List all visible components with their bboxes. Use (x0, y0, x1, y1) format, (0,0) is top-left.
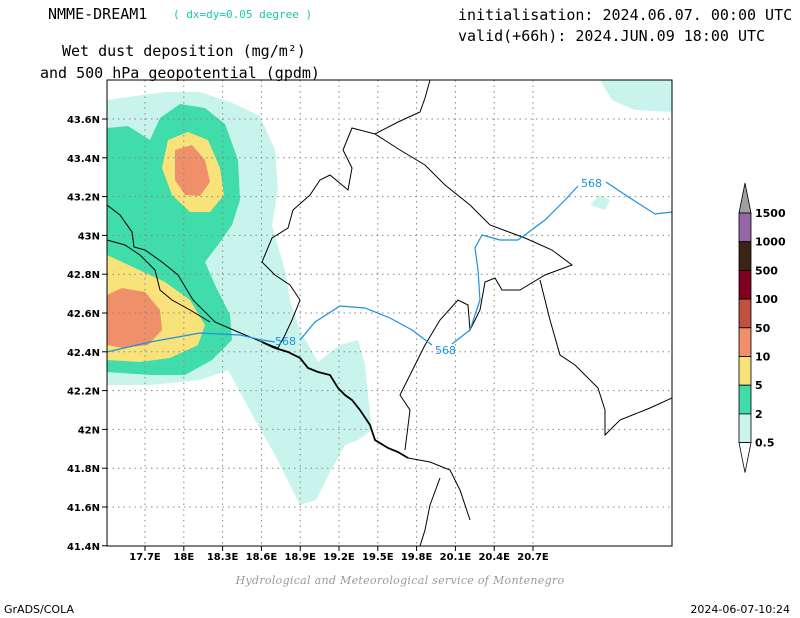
y-tick-label: 41.4N (67, 542, 100, 553)
geopotential-contour (107, 181, 672, 353)
x-tick-label: 19.5E (362, 552, 394, 563)
montenegro-border (261, 80, 431, 349)
legend-swatch (738, 327, 752, 357)
legend-label: 0.5 (755, 437, 775, 450)
x-tick-label: 18E (173, 552, 194, 563)
x-tick-label: 20.4E (478, 552, 510, 563)
x-tick-label: 20.7E (517, 552, 549, 563)
x-tick-label: 18.3E (207, 552, 239, 563)
legend-label: 1000 (755, 236, 786, 249)
lat-lon-grid (107, 80, 672, 546)
legend-label: 500 (755, 264, 778, 277)
border-south-east (539, 279, 672, 437)
contour-label: 568 (435, 344, 456, 357)
y-tick-label: 42.2N (67, 387, 100, 398)
legend-swatch (738, 413, 752, 443)
coastline (261, 341, 409, 459)
legend-swatch (738, 442, 752, 473)
parameter-title: Wet dust deposition (mg/m²) (62, 42, 306, 60)
legend-swatch (738, 212, 752, 243)
y-tick-label: 41.8N (67, 464, 100, 475)
country-border-west (107, 239, 211, 323)
y-tick-label: 42.4N (67, 348, 100, 359)
y-tick-label: 43.6N (67, 115, 100, 126)
y-tick-label: 43.2N (67, 193, 100, 204)
legend-label: 2 (755, 408, 763, 421)
credit-line: Hydrological and Meteorological service … (235, 574, 565, 587)
y-tick-label: 42.8N (67, 270, 100, 281)
footer-software: GrADS/COLA (4, 603, 74, 616)
deposition-field (107, 80, 672, 505)
init-time: initialisation: 2024.06.07. 00:00 UTC (458, 6, 793, 24)
legend-label: 1500 (755, 207, 786, 220)
shade-0.5-blob-ne (600, 80, 672, 112)
x-tick-label: 19.8E (401, 552, 433, 563)
contour-label: 568 (275, 335, 296, 348)
y-tick-label: 43.4N (67, 154, 100, 165)
y-tick-label: 41.6N (67, 503, 100, 514)
contour-label: 568 (581, 177, 602, 190)
legend-swatch (738, 384, 752, 415)
country-border-north (107, 204, 279, 349)
legend-label: 5 (755, 379, 763, 392)
parameter-subtitle: and 500 hPa geopotential (gpdm) (40, 64, 320, 82)
river-south (419, 477, 441, 546)
y-tick-label: 42.6N (67, 309, 100, 320)
border-albania (407, 457, 471, 521)
shade-10 (107, 288, 162, 348)
model-title: NMME-DREAM1 (48, 5, 148, 23)
footer-timestamp: 2024-06-07-10:24 (690, 603, 790, 616)
x-tick-label: 18.6E (246, 552, 278, 563)
legend-swatch (738, 269, 752, 300)
borders (107, 80, 672, 546)
shade-0.5-blob-e (590, 195, 610, 210)
legend-label: 50 (755, 322, 771, 335)
x-axis-labels: 17.7E 18E 18.3E 18.6E 18.9E 19.2E 19.5E 19.8E 20… (129, 546, 549, 563)
legend-swatch (738, 241, 752, 271)
legend-label: 100 (755, 293, 778, 306)
y-tick-label: 43N (78, 231, 100, 242)
resolution-note: ( dx=dy=0.05 degree ) (173, 8, 313, 21)
y-axis-labels: 43.6N 43.4N 43.2N 43N 42.8N 42.6N 42.4N 42.2N 42… (67, 115, 107, 553)
x-tick-label: 19.2E (323, 552, 355, 563)
legend-swatch (738, 182, 752, 214)
legend-label: 10 (755, 351, 771, 364)
legend-swatch (738, 298, 752, 329)
legend-swatch (738, 356, 752, 386)
x-tick-label: 20.1E (440, 552, 472, 563)
y-tick-label: 42N (78, 425, 100, 436)
x-tick-label: 18.9E (284, 552, 316, 563)
x-tick-label: 17.7E (129, 552, 161, 563)
color-legend: 1500 1000 500 100 50 10 5 2 0.5 (738, 182, 786, 473)
valid-time: valid(+66h): 2024.JUN.09 18:00 UTC (458, 27, 766, 45)
border-east (374, 133, 574, 451)
